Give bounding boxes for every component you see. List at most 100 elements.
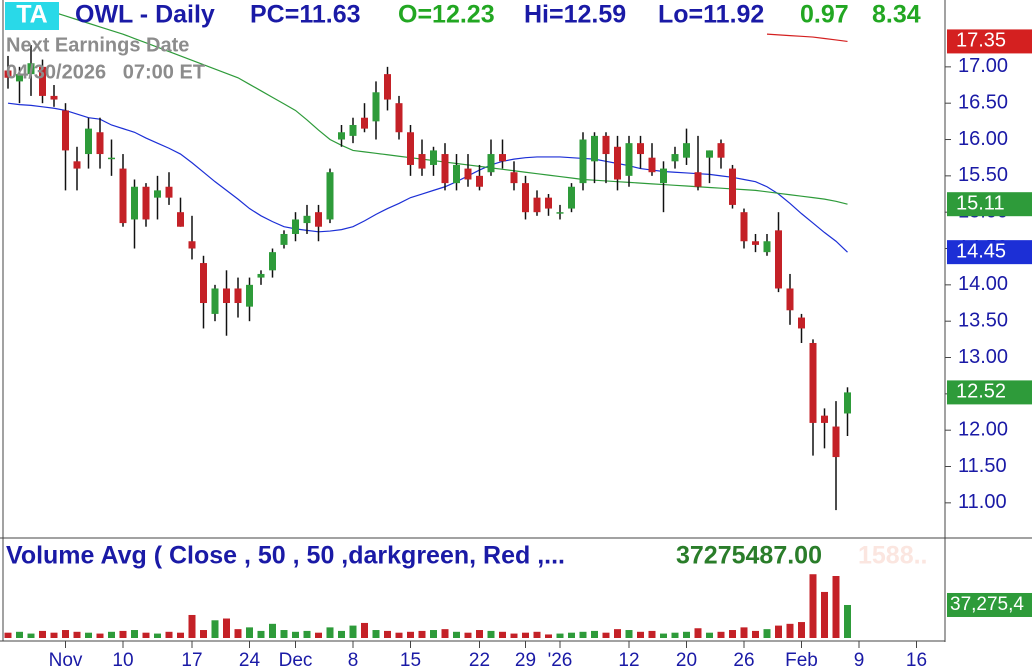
- candle-body: [522, 183, 529, 213]
- y-tick-label: 14.00: [958, 273, 1008, 295]
- y-tick-label: 17.00: [958, 55, 1008, 77]
- candle-body: [648, 157, 656, 173]
- y-tick-label: 12.00: [958, 418, 1008, 440]
- candle-body: [200, 263, 207, 304]
- volume-bar: [832, 576, 840, 638]
- candle-body: [269, 252, 276, 271]
- volume-bar: [786, 623, 794, 638]
- candle-body: [625, 143, 633, 176]
- plot: [4, 4, 951, 648]
- candle-body: [821, 415, 828, 423]
- volume-bar: [821, 591, 828, 638]
- last-value-box: [947, 192, 1032, 217]
- x-tick-label: Nov: [49, 650, 83, 671]
- y-tick-label: 11.50: [958, 455, 1007, 477]
- volume-bar: [395, 632, 403, 638]
- y-tick-label: 13.50: [958, 309, 1008, 331]
- volume-bar: [625, 630, 633, 638]
- volume-bar: [717, 631, 725, 638]
- volume-bar: [510, 633, 518, 638]
- candle-body: [786, 288, 794, 311]
- volume-bar: [740, 627, 748, 638]
- candle-body: [706, 150, 713, 158]
- earnings-date: 04/30/2026 07:00 ET: [6, 61, 205, 83]
- volume-bar: [108, 631, 115, 638]
- volume-bar: [418, 630, 426, 638]
- candle-body: [395, 103, 403, 133]
- candle-body: [499, 154, 506, 162]
- volume-bar: [464, 632, 472, 638]
- x-tick-label: 22: [469, 650, 490, 671]
- volume-bar: [73, 631, 81, 638]
- volume-last-label: 37,275,4: [950, 594, 1024, 615]
- candle-body: [775, 230, 782, 289]
- volume-bar: [246, 627, 253, 638]
- volume-bar: [533, 631, 541, 638]
- candle-body: [4, 70, 12, 78]
- volume-bar: [257, 630, 265, 638]
- volume-bar: [798, 622, 805, 638]
- volume-bar: [844, 604, 851, 638]
- change: 0.97: [800, 1, 849, 29]
- volume-bar: [269, 623, 276, 638]
- candle-body: [246, 284, 253, 307]
- volume-bar: [234, 629, 242, 638]
- y-tick-label: 16.50: [958, 91, 1008, 113]
- candle-body: [533, 197, 541, 213]
- volume-bar: [602, 632, 610, 638]
- volume-bar: [499, 631, 506, 638]
- volume-study-title: Volume Avg ( Close , 50 , 50 ,darkgreen,…: [6, 542, 565, 570]
- last-value-label: 15.11: [956, 192, 1005, 214]
- x-tick-label: 29: [515, 650, 536, 671]
- volume-bar: [522, 632, 529, 638]
- volume-bar: [614, 629, 621, 638]
- volume-last-box: [947, 592, 1032, 617]
- volume-bar: [706, 632, 713, 638]
- volume-bar: [96, 633, 104, 638]
- candle-body: [579, 139, 587, 184]
- candle-body: [165, 186, 173, 198]
- candle-body: [96, 132, 104, 155]
- candle-body: [487, 154, 495, 173]
- candle-body: [50, 95, 58, 100]
- volume-bar: [315, 632, 322, 638]
- candle-body: [729, 168, 736, 205]
- candle-body: [349, 124, 357, 136]
- last-value-label: 14.45: [956, 240, 1006, 262]
- candle-body: [545, 197, 552, 209]
- candle-body: [418, 154, 426, 169]
- candle-body: [614, 146, 621, 180]
- candle-body: [372, 92, 380, 122]
- candle-body: [568, 186, 575, 209]
- y-tick-label: 15.50: [958, 164, 1008, 186]
- volume-bar: [568, 632, 575, 638]
- volume-bar: [154, 633, 161, 638]
- earnings-label: Next Earnings Date: [6, 34, 189, 56]
- volume-bar: [407, 631, 414, 638]
- volume-study-value: 37275487.00: [676, 542, 822, 570]
- volume-bar: [131, 630, 138, 638]
- change-pct: 8.34: [872, 1, 921, 29]
- candle-body: [384, 74, 391, 100]
- volume-bar: [579, 631, 587, 638]
- candle-body: [338, 132, 345, 140]
- volume-bar: [763, 629, 771, 638]
- x-tick-label: 8: [348, 650, 359, 671]
- candle-body: [361, 117, 368, 129]
- volume-bar: [476, 630, 483, 638]
- x-tick-label: 15: [400, 650, 421, 671]
- volume-bar: [292, 631, 299, 638]
- volume-bar: [372, 630, 380, 638]
- x-tick-label: 24: [239, 650, 261, 671]
- volume-bar: [349, 625, 357, 638]
- candle-body: [188, 241, 196, 249]
- candle-body: [39, 66, 46, 96]
- last-value-box: [947, 240, 1032, 265]
- candle-body: [798, 317, 805, 329]
- y-tick-label: 11.00: [958, 491, 1007, 513]
- volume-bar: [62, 630, 69, 638]
- x-tick-label: 17: [181, 650, 202, 671]
- candle-body: [223, 288, 230, 304]
- candle-body: [453, 164, 460, 184]
